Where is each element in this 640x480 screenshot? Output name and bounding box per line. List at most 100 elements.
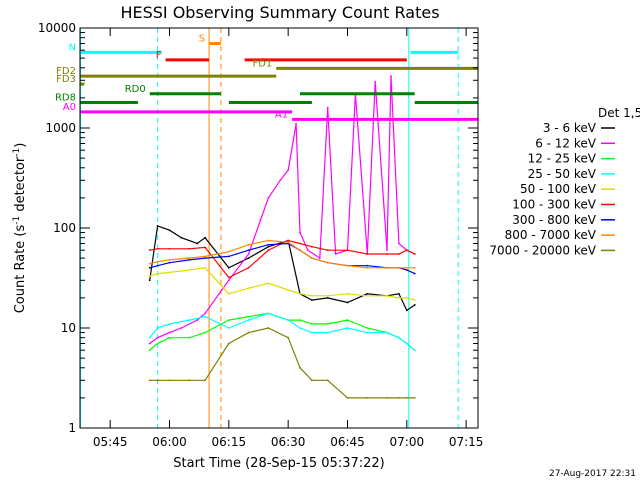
series-point bbox=[299, 249, 301, 252]
series-point bbox=[148, 342, 151, 345]
series-point bbox=[310, 257, 313, 260]
series-point bbox=[287, 336, 290, 339]
legend-entry-label: 25 - 50 keV bbox=[528, 167, 597, 181]
series-line-6 bbox=[149, 239, 415, 279]
series-point bbox=[247, 315, 250, 318]
series-point bbox=[346, 396, 349, 399]
series-point bbox=[413, 266, 416, 269]
series-point bbox=[227, 255, 230, 258]
flag-label-fd3: FD3 bbox=[56, 74, 76, 85]
x-tick-label: 06:15 bbox=[212, 435, 247, 449]
series-point bbox=[334, 253, 337, 255]
series-point bbox=[310, 299, 313, 302]
series-point bbox=[310, 331, 313, 334]
y-tick-label: 1000 bbox=[45, 121, 76, 135]
series-point bbox=[366, 266, 369, 269]
series-point bbox=[204, 331, 207, 334]
series-point bbox=[188, 319, 191, 321]
y-axis-label: Count Rate (s-1 detector-1) bbox=[12, 143, 28, 314]
x-tick-label: 07:15 bbox=[449, 435, 484, 449]
series-point bbox=[398, 266, 400, 269]
series-point bbox=[310, 245, 313, 248]
series-point bbox=[310, 294, 313, 297]
series-point bbox=[405, 309, 408, 312]
series-point bbox=[279, 179, 282, 182]
series-point bbox=[326, 379, 329, 382]
series-point bbox=[267, 249, 270, 252]
series-point bbox=[413, 396, 416, 399]
series-point bbox=[156, 224, 159, 227]
series-point bbox=[247, 266, 250, 269]
series-point bbox=[326, 261, 329, 264]
series-point bbox=[148, 279, 151, 282]
timestamp: 27-Aug-2017 22:31 bbox=[549, 469, 636, 479]
series-point bbox=[204, 257, 207, 260]
series-point bbox=[168, 261, 171, 264]
series-point bbox=[168, 229, 171, 232]
series-point bbox=[413, 253, 416, 255]
series-point bbox=[366, 292, 369, 295]
series-point bbox=[326, 294, 329, 297]
series-point bbox=[398, 396, 400, 399]
series-point bbox=[247, 249, 250, 252]
series-point bbox=[267, 327, 270, 329]
series-point bbox=[196, 242, 199, 245]
series-point bbox=[247, 243, 250, 246]
series-point bbox=[227, 319, 230, 321]
series-point bbox=[287, 239, 290, 242]
series-point bbox=[405, 296, 408, 299]
series-point bbox=[413, 272, 416, 275]
series-point bbox=[398, 242, 400, 245]
series-point bbox=[366, 327, 369, 329]
y-axis-label-sup: -1 bbox=[12, 148, 22, 157]
series-line-4 bbox=[149, 312, 416, 351]
series-point bbox=[310, 322, 313, 325]
series-line-8 bbox=[149, 239, 415, 269]
series-point bbox=[287, 289, 290, 291]
series-point bbox=[204, 312, 207, 315]
series-point bbox=[148, 275, 151, 278]
flag-label-rd0: RD0 bbox=[125, 84, 146, 95]
series-point bbox=[326, 331, 329, 334]
series-point bbox=[405, 249, 408, 252]
series-point bbox=[307, 249, 309, 252]
series-point bbox=[366, 264, 369, 267]
series-point bbox=[398, 253, 400, 255]
series-point bbox=[326, 249, 329, 252]
series-point bbox=[346, 292, 349, 295]
series-point bbox=[148, 379, 151, 382]
series-point bbox=[227, 279, 230, 282]
y-axis-label-part: Count Rate (s bbox=[13, 225, 28, 314]
series-point bbox=[227, 327, 230, 329]
series-point bbox=[227, 266, 230, 269]
series-point bbox=[204, 255, 207, 258]
chart-title: HESSI Observing Summary Count Rates bbox=[120, 3, 439, 22]
x-tick-label: 05:45 bbox=[93, 435, 128, 449]
series-point bbox=[346, 327, 349, 329]
series-point bbox=[405, 269, 408, 271]
series-point bbox=[267, 245, 270, 248]
series-point bbox=[295, 122, 297, 125]
series-point bbox=[366, 253, 369, 255]
series-point bbox=[299, 366, 301, 369]
legend-entry-label: 7000 - 20000 keV bbox=[489, 243, 596, 257]
flag-label-f: F bbox=[156, 50, 162, 61]
legend-entry-label: 3 - 6 keV bbox=[543, 121, 597, 135]
series-point bbox=[188, 258, 191, 261]
series-point bbox=[156, 247, 159, 250]
flag-label-n: N bbox=[69, 42, 76, 53]
plot-area bbox=[80, 28, 478, 428]
series-point bbox=[156, 379, 159, 382]
series-point bbox=[204, 266, 207, 269]
series-line-9 bbox=[149, 327, 415, 399]
series-point bbox=[346, 249, 349, 252]
series-point bbox=[267, 282, 270, 285]
series-point bbox=[386, 396, 388, 399]
legend-entry-label: 100 - 300 keV bbox=[512, 198, 596, 212]
series-point bbox=[366, 396, 369, 399]
legend-entry-label: 800 - 7000 keV bbox=[505, 228, 597, 242]
series-point bbox=[374, 80, 377, 83]
series-point bbox=[386, 266, 388, 269]
series-point bbox=[227, 342, 230, 345]
